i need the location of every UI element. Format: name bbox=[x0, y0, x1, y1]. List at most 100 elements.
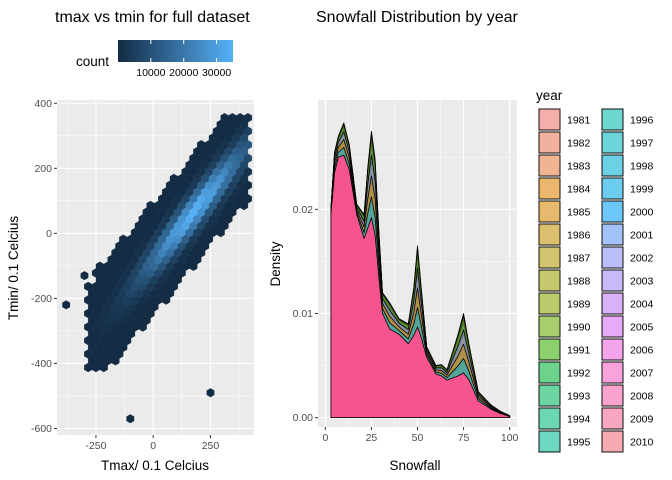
year-legend: 1981 1982 1983 1984 1985 1986 1987 1988 1989 1990… bbox=[538, 108, 654, 453]
year-legend-label-1991: 1991 bbox=[567, 345, 591, 357]
hex-y-axis-title: Tmin/ 0.1 Celcius bbox=[6, 216, 21, 321]
colorbar-tick-label: 10000 bbox=[136, 67, 165, 79]
hex-y-tick-label: -400 bbox=[31, 358, 52, 370]
year-legend-key-1992 bbox=[538, 361, 561, 384]
year-legend-label-2004: 2004 bbox=[630, 299, 654, 311]
year-legend-key-2001 bbox=[601, 223, 624, 246]
year-legend-label-1988: 1988 bbox=[567, 276, 591, 288]
year-legend-label-1990: 1990 bbox=[567, 322, 591, 334]
colorbar-tick-label: 30000 bbox=[202, 67, 231, 79]
density-x-tick-label: 25 bbox=[366, 432, 378, 444]
year-legend-key-1994 bbox=[538, 407, 561, 430]
hex-y-tick-label: 400 bbox=[34, 98, 52, 110]
year-legend-key-1999 bbox=[601, 177, 624, 200]
year-legend-key-1983 bbox=[538, 154, 561, 177]
year-legend-label-1997: 1997 bbox=[630, 138, 654, 150]
year-legend-key-2007 bbox=[601, 361, 624, 384]
hexbin-outlier-cell bbox=[80, 271, 89, 281]
year-legend-label-1987: 1987 bbox=[567, 253, 591, 265]
year-legend-label-2000: 2000 bbox=[630, 207, 654, 219]
year-legend-label-2007: 2007 bbox=[630, 368, 654, 380]
hex-y-tick-label: 200 bbox=[34, 163, 52, 175]
year-legend-key-1988 bbox=[538, 269, 561, 292]
year-legend-label-2005: 2005 bbox=[630, 322, 654, 334]
density-x-tick-label: 100 bbox=[501, 432, 519, 444]
year-legend-key-1993 bbox=[538, 384, 561, 407]
year-legend-key-1982 bbox=[538, 131, 561, 154]
year-legend-key-1986 bbox=[538, 223, 561, 246]
year-legend-key-1991 bbox=[538, 338, 561, 361]
hexbin-cell bbox=[243, 113, 253, 123]
year-legend-label-1986: 1986 bbox=[567, 230, 591, 242]
year-legend-title: year bbox=[536, 88, 563, 103]
year-legend-label-1998: 1998 bbox=[630, 161, 654, 173]
density-x-axis-ticks: 0 25 50 75 100 bbox=[322, 427, 519, 444]
year-legend-label-1983: 1983 bbox=[567, 161, 591, 173]
density-chart-title: Snowfall Distribution by year bbox=[316, 9, 519, 26]
year-legend-label-2009: 2009 bbox=[630, 414, 654, 426]
hex-x-axis-title: Tmax/ 0.1 Celcius bbox=[101, 458, 209, 473]
hexbin-outlier-cell bbox=[62, 300, 71, 310]
year-legend-label-1996: 1996 bbox=[630, 115, 654, 127]
year-legend-key-1981 bbox=[538, 108, 561, 131]
density-x-axis-title: Snowfall bbox=[389, 458, 440, 473]
year-legend-label-1993: 1993 bbox=[567, 391, 591, 403]
hexbin-outlier-cell bbox=[126, 414, 135, 424]
year-legend-key-2008 bbox=[601, 384, 624, 407]
hex-x-axis-ticks: -250 0 250 bbox=[85, 435, 219, 452]
year-legend-key-1996 bbox=[601, 108, 624, 131]
year-legend-label-2008: 2008 bbox=[630, 391, 654, 403]
year-legend-label-1999: 1999 bbox=[630, 184, 654, 196]
count-colorbar-ticks: 10000 20000 30000 bbox=[136, 40, 231, 79]
year-legend-key-1985 bbox=[538, 200, 561, 223]
year-legend-label-1981: 1981 bbox=[567, 115, 591, 127]
year-legend-label-2010: 2010 bbox=[630, 437, 654, 449]
hex-y-tick-label: -600 bbox=[31, 423, 52, 435]
hex-y-tick-label: 0 bbox=[46, 228, 52, 240]
year-legend-label-2001: 2001 bbox=[630, 230, 654, 242]
count-colorbar bbox=[118, 40, 233, 62]
density-y-axis-title: Density bbox=[268, 241, 283, 286]
year-legend-label-2002: 2002 bbox=[630, 253, 654, 265]
year-legend-key-2010 bbox=[601, 430, 624, 453]
year-legend-key-1989 bbox=[538, 292, 561, 315]
density-y-axis-ticks: 0.00 0.01 0.02 bbox=[293, 204, 318, 424]
hex-x-tick-label: 250 bbox=[202, 440, 220, 452]
count-legend-title: count bbox=[76, 54, 109, 69]
density-curve-2007 bbox=[330, 154, 511, 419]
year-legend-label-1982: 1982 bbox=[567, 138, 591, 150]
year-legend-key-1997 bbox=[601, 131, 624, 154]
year-legend-key-1998 bbox=[601, 154, 624, 177]
year-legend-label-1992: 1992 bbox=[567, 368, 591, 380]
year-legend-key-2006 bbox=[601, 338, 624, 361]
hexbin-cells bbox=[62, 113, 253, 424]
year-legend-key-1984 bbox=[538, 177, 561, 200]
hex-chart-title: tmax vs tmin for full dataset bbox=[55, 9, 250, 26]
hex-x-tick-label: -250 bbox=[85, 440, 106, 452]
year-legend-key-1995 bbox=[538, 430, 561, 453]
year-legend-key-2009 bbox=[601, 407, 624, 430]
year-legend-key-2004 bbox=[601, 292, 624, 315]
year-legend-label-2006: 2006 bbox=[630, 345, 654, 357]
year-legend-key-2002 bbox=[601, 246, 624, 269]
year-legend-label-1994: 1994 bbox=[567, 414, 591, 426]
density-y-tick-label: 0.00 bbox=[293, 412, 314, 424]
density-x-tick-label: 50 bbox=[412, 432, 424, 444]
year-legend-key-1990 bbox=[538, 315, 561, 338]
hexbin-outlier-cell bbox=[206, 388, 215, 398]
year-legend-label-2003: 2003 bbox=[630, 276, 654, 288]
year-legend-label-1989: 1989 bbox=[567, 299, 591, 311]
year-legend-label-1985: 1985 bbox=[567, 207, 591, 219]
hex-x-tick-label: 0 bbox=[150, 440, 156, 452]
hex-y-tick-label: -200 bbox=[31, 293, 52, 305]
density-y-tick-label: 0.02 bbox=[293, 204, 314, 216]
density-x-tick-label: 0 bbox=[322, 432, 328, 444]
year-legend-label-1995: 1995 bbox=[567, 437, 591, 449]
colorbar-tick-label: 20000 bbox=[169, 67, 198, 79]
year-legend-key-2003 bbox=[601, 269, 624, 292]
density-x-tick-label: 75 bbox=[458, 432, 470, 444]
year-legend-key-2000 bbox=[601, 200, 624, 223]
year-legend-label-1984: 1984 bbox=[567, 184, 591, 196]
